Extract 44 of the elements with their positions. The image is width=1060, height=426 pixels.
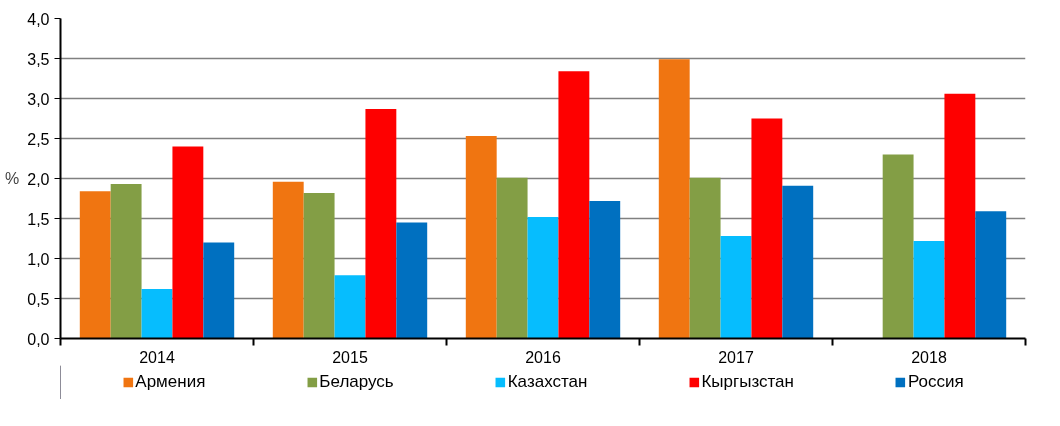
legend-label: Кыргызстан [701,372,794,392]
bar [720,236,752,339]
legend-label: Россия [907,372,964,392]
bar [141,288,173,339]
bar [527,216,559,339]
y-tick-label: 1,0 [27,250,50,268]
bar [172,146,204,339]
legend-label: Армения [135,372,206,392]
y-tick-label: 2,0 [27,170,50,188]
legend-label: Казахстан [507,372,588,392]
bar [589,200,621,339]
y-tick-label: 2,5 [27,130,50,148]
bar [882,154,914,339]
y-tick-label: 1,5 [27,210,50,228]
bar [110,184,142,339]
bar [558,71,590,339]
bar [782,185,814,339]
bar [975,211,1007,339]
y-tick-label: 4,0 [27,10,50,28]
bar [303,192,335,339]
bar [465,136,497,339]
y-tick-label: 3,0 [27,90,50,108]
bar [79,191,111,339]
x-tick-label: 2014 [139,348,175,366]
x-tick-label: 2016 [525,348,561,366]
bar [751,118,783,339]
bar [365,108,397,339]
bar [272,181,304,339]
bar [496,177,528,339]
bar [658,59,690,339]
bar [334,275,366,339]
y-tick-label: 0,5 [27,290,50,308]
bar [913,240,945,339]
y-tick-label: 0,0 [27,330,50,348]
x-tick-label: 2015 [332,348,368,366]
bar [944,93,976,339]
bar [689,177,721,339]
bar [203,242,235,339]
x-tick-label: 2018 [911,348,947,366]
x-tick-label: 2017 [718,348,754,366]
legend-label: Беларусь [319,372,394,392]
bar [396,222,428,339]
y-tick-label: 3,5 [27,50,50,68]
y-axis-title: % [5,170,20,187]
